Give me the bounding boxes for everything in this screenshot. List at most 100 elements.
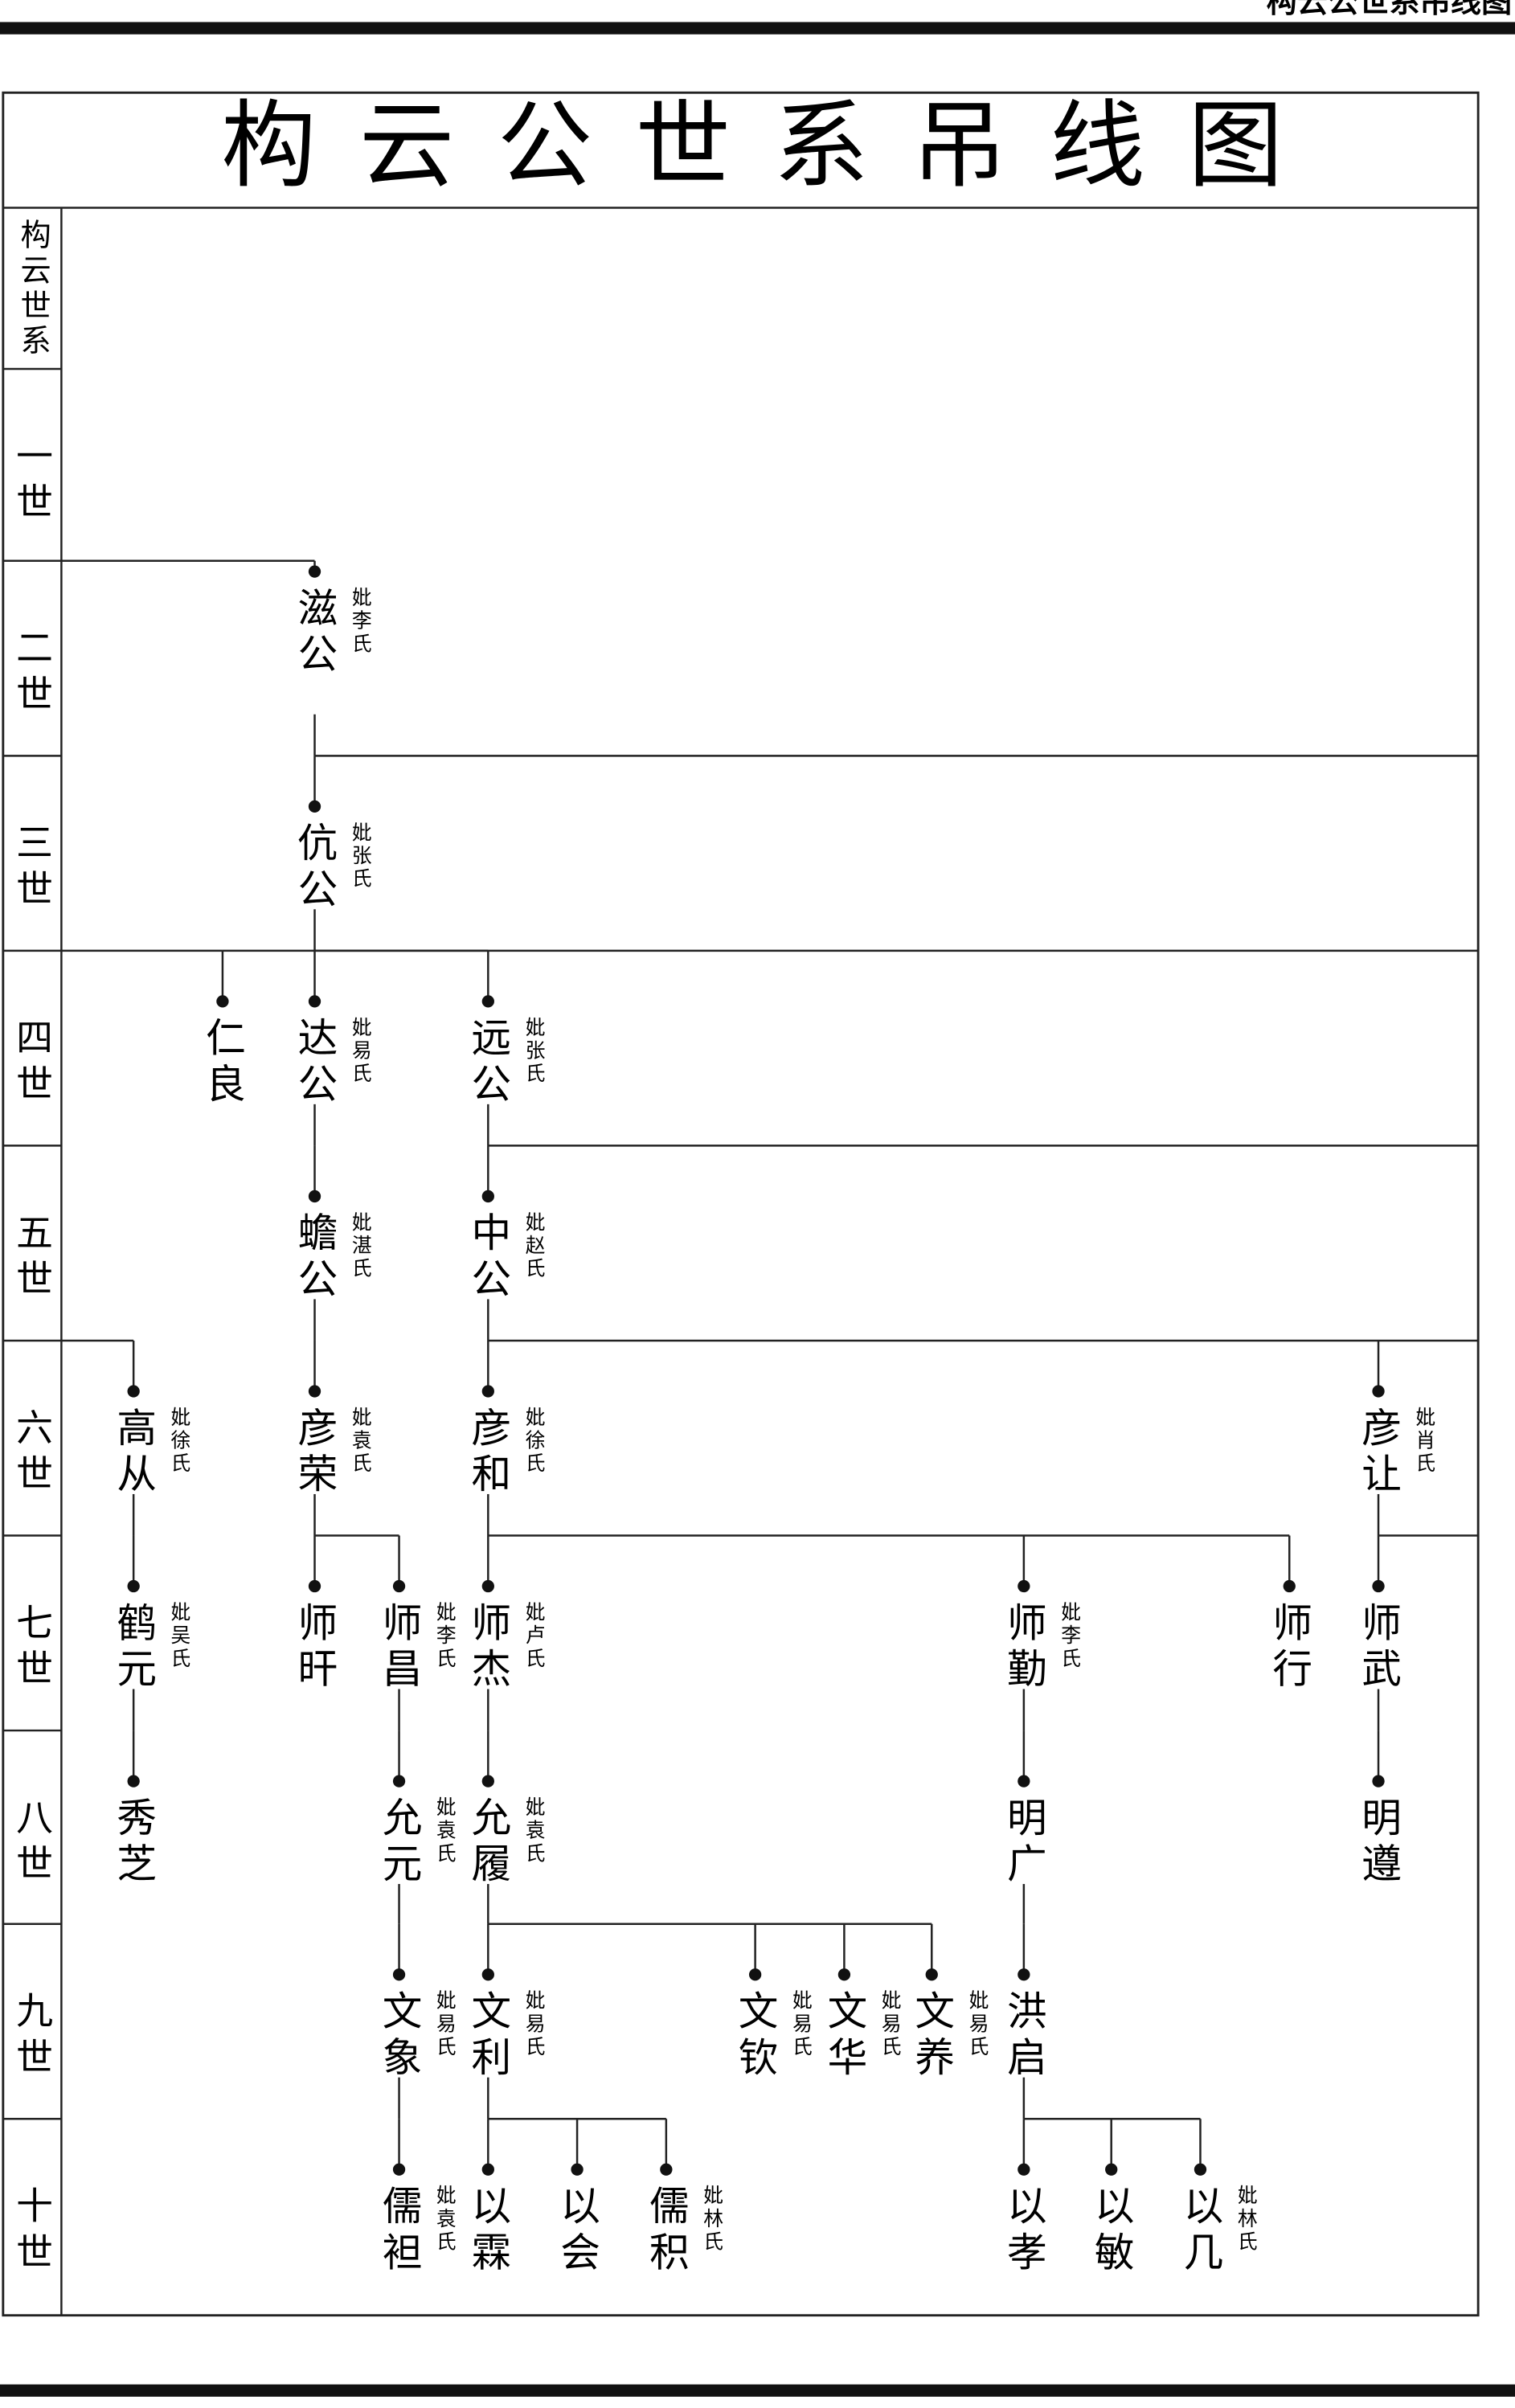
node-dot <box>481 2163 494 2176</box>
top-bar <box>0 22 1515 35</box>
generation-label: 十世 <box>10 2186 54 2279</box>
title: 构云公世系吊线图 <box>221 90 1326 201</box>
spouse-label: 妣李氏 <box>433 1601 457 1670</box>
node-name: 以会 <box>554 2185 600 2277</box>
spouse-label: 妣林氏 <box>701 2185 724 2254</box>
node-dot <box>481 1190 494 1203</box>
node-name: 师勤 <box>1001 1602 1047 1694</box>
node-name: 高从 <box>110 1407 157 1499</box>
node-name: 以几 <box>1177 2185 1223 2277</box>
generation-label: 八世 <box>10 1798 54 1890</box>
node-dot <box>392 1579 406 1593</box>
node-dot <box>481 1775 494 1788</box>
node-dot <box>127 1385 140 1398</box>
generation-label: 构云世系 <box>14 219 50 360</box>
frame <box>2 91 1480 2317</box>
spouse-label: 妣李氏 <box>349 587 372 656</box>
node-dot <box>748 1968 762 1981</box>
node-dot <box>216 995 229 1008</box>
node-name: 仁良 <box>199 1017 246 1109</box>
node-dot <box>925 1968 938 1981</box>
spouse-label: 妣袁氏 <box>522 1796 546 1865</box>
generation-label: 四世 <box>10 1018 54 1111</box>
spouse-label: 妣李氏 <box>1058 1601 1082 1670</box>
node-name: 师昌 <box>376 1602 423 1694</box>
node-name: 师行 <box>1266 1602 1312 1694</box>
node-dot <box>1283 1579 1296 1593</box>
node-dot <box>1194 2163 1207 2176</box>
node-dot <box>1018 2163 1030 2176</box>
node-name: 文利 <box>465 1990 511 2082</box>
spouse-label: 妣林氏 <box>1235 2185 1258 2254</box>
spouse-label: 妣易氏 <box>433 1990 457 2059</box>
page-header: 构云公世系吊线图 <box>1267 0 1512 20</box>
node-dot <box>837 1968 851 1981</box>
spouse-label: 妣易氏 <box>966 1990 989 2059</box>
spouse-label: 妣易氏 <box>789 1990 813 2059</box>
node-name: 彦让 <box>1355 1407 1402 1499</box>
generation-label: 七世 <box>10 1603 54 1696</box>
spouse-label: 妣袁氏 <box>349 1407 372 1476</box>
node-dot <box>1018 1968 1030 1981</box>
node-name: 文养 <box>908 1990 955 2082</box>
node-dot <box>392 1968 406 1981</box>
spouse-label: 妣徐氏 <box>168 1407 191 1476</box>
node-dot <box>308 1579 321 1593</box>
generation-label: 九世 <box>10 1992 54 2084</box>
node-dot <box>1372 1775 1385 1788</box>
node-dot <box>1018 1775 1030 1788</box>
node-name: 儒积 <box>643 2185 690 2277</box>
node-dot <box>1372 1579 1385 1593</box>
node-dot <box>308 800 321 813</box>
node-name: 儒袒 <box>376 2185 423 2277</box>
node-name: 蟾公 <box>292 1212 338 1304</box>
node-dot <box>127 1579 140 1593</box>
node-name: 以敏 <box>1088 2185 1135 2277</box>
spouse-label: 妣湛氏 <box>349 1211 372 1280</box>
node-name: 师杰 <box>465 1602 511 1694</box>
node-name: 明遵 <box>1355 1796 1402 1889</box>
spouse-label: 妣易氏 <box>349 1017 372 1086</box>
spouse-label: 妣袁氏 <box>433 2185 457 2254</box>
node-dot <box>308 1190 321 1203</box>
node-name: 远公 <box>465 1017 511 1109</box>
node-name: 达公 <box>292 1017 338 1109</box>
node-dot <box>481 1579 494 1593</box>
node-name: 彦荣 <box>292 1407 338 1499</box>
node-dot <box>1372 1385 1385 1398</box>
spouse-label: 妣易氏 <box>522 1990 546 2059</box>
node-dot <box>308 565 321 578</box>
node-name: 文华 <box>821 1990 867 2082</box>
spouse-label: 妣赵氏 <box>522 1211 546 1280</box>
spouse-label: 妣张氏 <box>349 821 372 891</box>
spouse-label: 妣张氏 <box>522 1017 546 1086</box>
generation-label: 三世 <box>10 823 54 915</box>
generation-label: 一世 <box>10 436 54 529</box>
node-name: 文钦 <box>732 1990 779 2082</box>
node-dot <box>308 1385 321 1398</box>
node-name: 洪启 <box>1001 1990 1047 2082</box>
spouse-label: 妣徐氏 <box>522 1407 546 1476</box>
node-dot <box>571 2163 583 2176</box>
node-dot <box>481 1385 494 1398</box>
node-dot <box>481 1968 494 1981</box>
node-name: 以孝 <box>1001 2185 1047 2277</box>
node-name: 彦和 <box>465 1407 511 1499</box>
node-name: 滋公 <box>292 587 338 679</box>
node-name: 师旰 <box>292 1602 338 1694</box>
node-name: 明广 <box>1001 1796 1047 1889</box>
spouse-label: 妣肖氏 <box>1413 1407 1436 1476</box>
node-dot <box>1105 2163 1118 2176</box>
generation-label: 二世 <box>10 629 54 721</box>
node-name: 鹤元 <box>110 1602 157 1694</box>
spouse-label: 妣易氏 <box>878 1990 902 2059</box>
node-dot <box>660 2163 673 2176</box>
node-dot <box>308 995 321 1008</box>
node-name: 文象 <box>376 1990 423 2082</box>
generation-label: 五世 <box>10 1213 54 1305</box>
node-name: 中公 <box>465 1212 511 1304</box>
node-dot <box>392 1775 406 1788</box>
node-dot <box>1018 1579 1030 1593</box>
node-dot <box>392 2163 406 2176</box>
